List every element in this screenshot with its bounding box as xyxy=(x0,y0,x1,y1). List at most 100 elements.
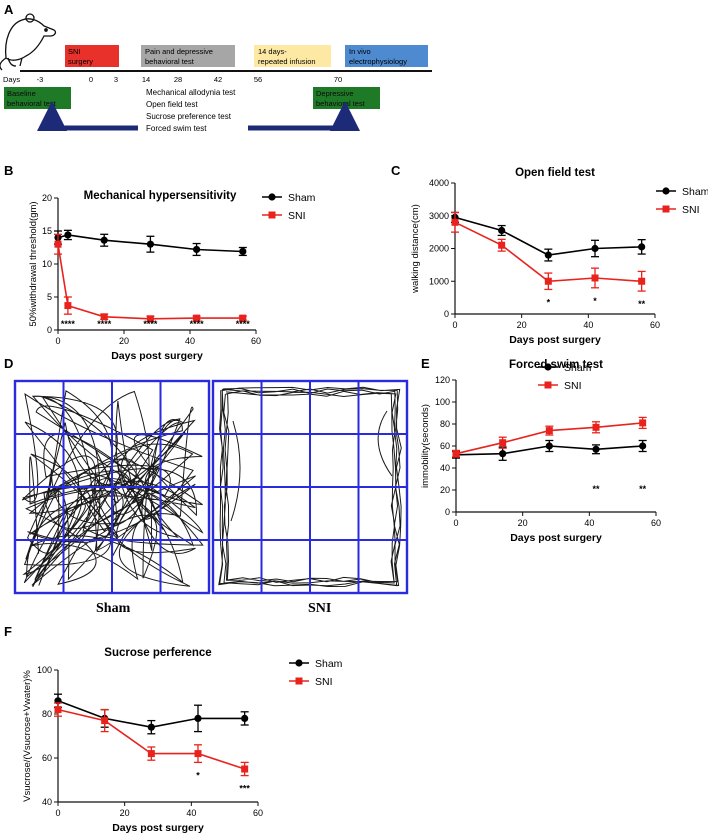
significance-marker: **** xyxy=(190,319,205,329)
x-tick-label: 0 xyxy=(55,336,60,346)
x-tick-label: 40 xyxy=(583,320,593,330)
panel-letter-d: D xyxy=(4,356,13,371)
pain-box-line1: Pain and depressive xyxy=(145,47,213,56)
y-tick-label: 60 xyxy=(440,441,450,451)
data-point-sham xyxy=(544,251,552,259)
data-point-sni xyxy=(452,450,460,458)
legend-marker-sham xyxy=(544,363,552,371)
day-tick-42: 42 xyxy=(214,75,222,84)
y-tick-label: 20 xyxy=(440,485,450,495)
chart-title: Open field test xyxy=(515,167,595,179)
day-tick-56: 56 xyxy=(254,75,262,84)
arena-panel: D Sham SNI xyxy=(4,356,409,616)
data-point-sham xyxy=(239,247,247,256)
sham-arena-label: Sham xyxy=(96,601,131,616)
data-point-sni xyxy=(54,240,62,248)
panel-letter-e: E xyxy=(421,356,430,371)
x-tick-label: 20 xyxy=(518,518,528,528)
legend-label-sni: SNI xyxy=(315,676,333,688)
x-tick-label: 20 xyxy=(120,808,130,818)
x-tick-label: 40 xyxy=(584,518,594,528)
test-item-allodynia: Mechanical allodynia test xyxy=(146,88,236,97)
significance-marker: * xyxy=(196,770,200,780)
chart-title: Mechanical hypersensitivity xyxy=(84,190,237,202)
y-tick-label: 80 xyxy=(440,419,450,429)
day-tick-70: 70 xyxy=(334,75,342,84)
pain-depressive-test-box xyxy=(141,45,235,67)
y-tick-label: 2000 xyxy=(429,244,449,254)
arrow-to-depressive xyxy=(248,101,360,131)
y-axis-label: Vsucrose/(Vsucrose+Vwater)% xyxy=(22,670,33,802)
sni-surgery-box xyxy=(65,45,119,67)
data-point-sham xyxy=(592,445,600,453)
sni-arena xyxy=(211,379,409,595)
x-tick-label: 60 xyxy=(253,808,263,818)
legend-marker-sni xyxy=(544,381,552,389)
sni-trajectory xyxy=(218,386,402,588)
y-tick-label: 80 xyxy=(42,709,52,719)
data-point-sni xyxy=(451,218,459,226)
baseline-line2: behavioral test xyxy=(7,99,57,108)
data-point-sni xyxy=(64,302,72,310)
data-point-sham xyxy=(545,442,553,450)
legend-label-sham: Sham xyxy=(564,362,592,374)
y-tick-label: 10 xyxy=(42,259,52,269)
sni-arena-label: SNI xyxy=(308,601,331,616)
y-tick-label: 120 xyxy=(435,375,450,385)
y-tick-label: 1000 xyxy=(429,276,449,286)
x-tick-label: 20 xyxy=(119,336,129,346)
day-tick-28: 28 xyxy=(174,75,182,84)
series-line-sni xyxy=(57,244,243,320)
baseline-line1: Baseline xyxy=(7,89,36,98)
y-tick-label: 100 xyxy=(435,397,450,407)
significance-marker: * xyxy=(547,297,551,307)
infusion-box-line2: repeated infusion xyxy=(258,57,316,66)
chart-panel-f: F Sucrose perference 40 60 80 100 0 20 40 60 Days… xyxy=(4,624,343,834)
data-point-sham xyxy=(591,244,599,253)
legend-label-sham: Sham xyxy=(682,186,708,198)
legend-label-sni: SNI xyxy=(288,210,306,222)
x-tick-label: 0 xyxy=(453,518,458,528)
significance-marker: **** xyxy=(236,319,251,329)
timeline-day-ticks: -3 0 3 14 28 42 56 70 xyxy=(37,75,343,84)
legend-marker-sham xyxy=(662,187,670,195)
legend-label-sni: SNI xyxy=(564,380,582,392)
x-tick-label: 60 xyxy=(251,336,261,346)
significance-marker: ** xyxy=(638,299,646,309)
depressive-line2: behavioral test xyxy=(316,99,366,108)
data-point-sni xyxy=(544,277,552,285)
x-axis-label: Days post surgery xyxy=(510,532,602,544)
significance-marker: **** xyxy=(143,319,158,329)
y-tick-label: 40 xyxy=(42,797,52,807)
y-tick-label: 5 xyxy=(47,292,52,302)
significance-marker: ** xyxy=(592,484,600,494)
data-point-sham xyxy=(498,226,506,235)
infusion-box-line1: 14 days- xyxy=(258,47,287,56)
data-point-sham xyxy=(193,245,201,254)
data-point-sni xyxy=(592,423,600,431)
data-point-sni xyxy=(147,750,155,758)
sham-trajectory xyxy=(21,389,204,588)
sham-arena xyxy=(13,379,211,595)
x-tick-label: 0 xyxy=(452,320,457,330)
y-axis-label: immobility(seconds) xyxy=(420,404,431,488)
data-point-sni xyxy=(498,241,506,249)
data-point-sni xyxy=(499,439,507,447)
chart-panel-b: B Mechanical hypersensitivity 0 5 10 15 20 0 20… xyxy=(4,163,316,362)
x-tick-label: 60 xyxy=(650,320,660,330)
data-point-sham xyxy=(194,714,202,723)
data-point-sham xyxy=(64,231,72,239)
y-tick-label: 0 xyxy=(445,507,450,517)
panel-letter-b: B xyxy=(4,163,13,178)
test-item-sucrose: Sucrose preference test xyxy=(146,112,232,121)
data-point-sham xyxy=(241,714,249,723)
y-axis-label: walking distance(cm) xyxy=(410,204,421,294)
significance-marker: ** xyxy=(639,484,647,494)
data-point-sni xyxy=(239,314,247,322)
timeline-panel: A SNI surgery Pain and depressive behavi… xyxy=(0,2,432,133)
data-point-sni xyxy=(545,427,553,435)
chart-panel-c: C Open field test 0 1000 2000 3000 4000 0 20 40 6… xyxy=(391,163,708,346)
y-tick-label: 0 xyxy=(47,325,52,335)
x-tick-label: 40 xyxy=(185,336,195,346)
x-tick-label: 60 xyxy=(651,518,661,528)
